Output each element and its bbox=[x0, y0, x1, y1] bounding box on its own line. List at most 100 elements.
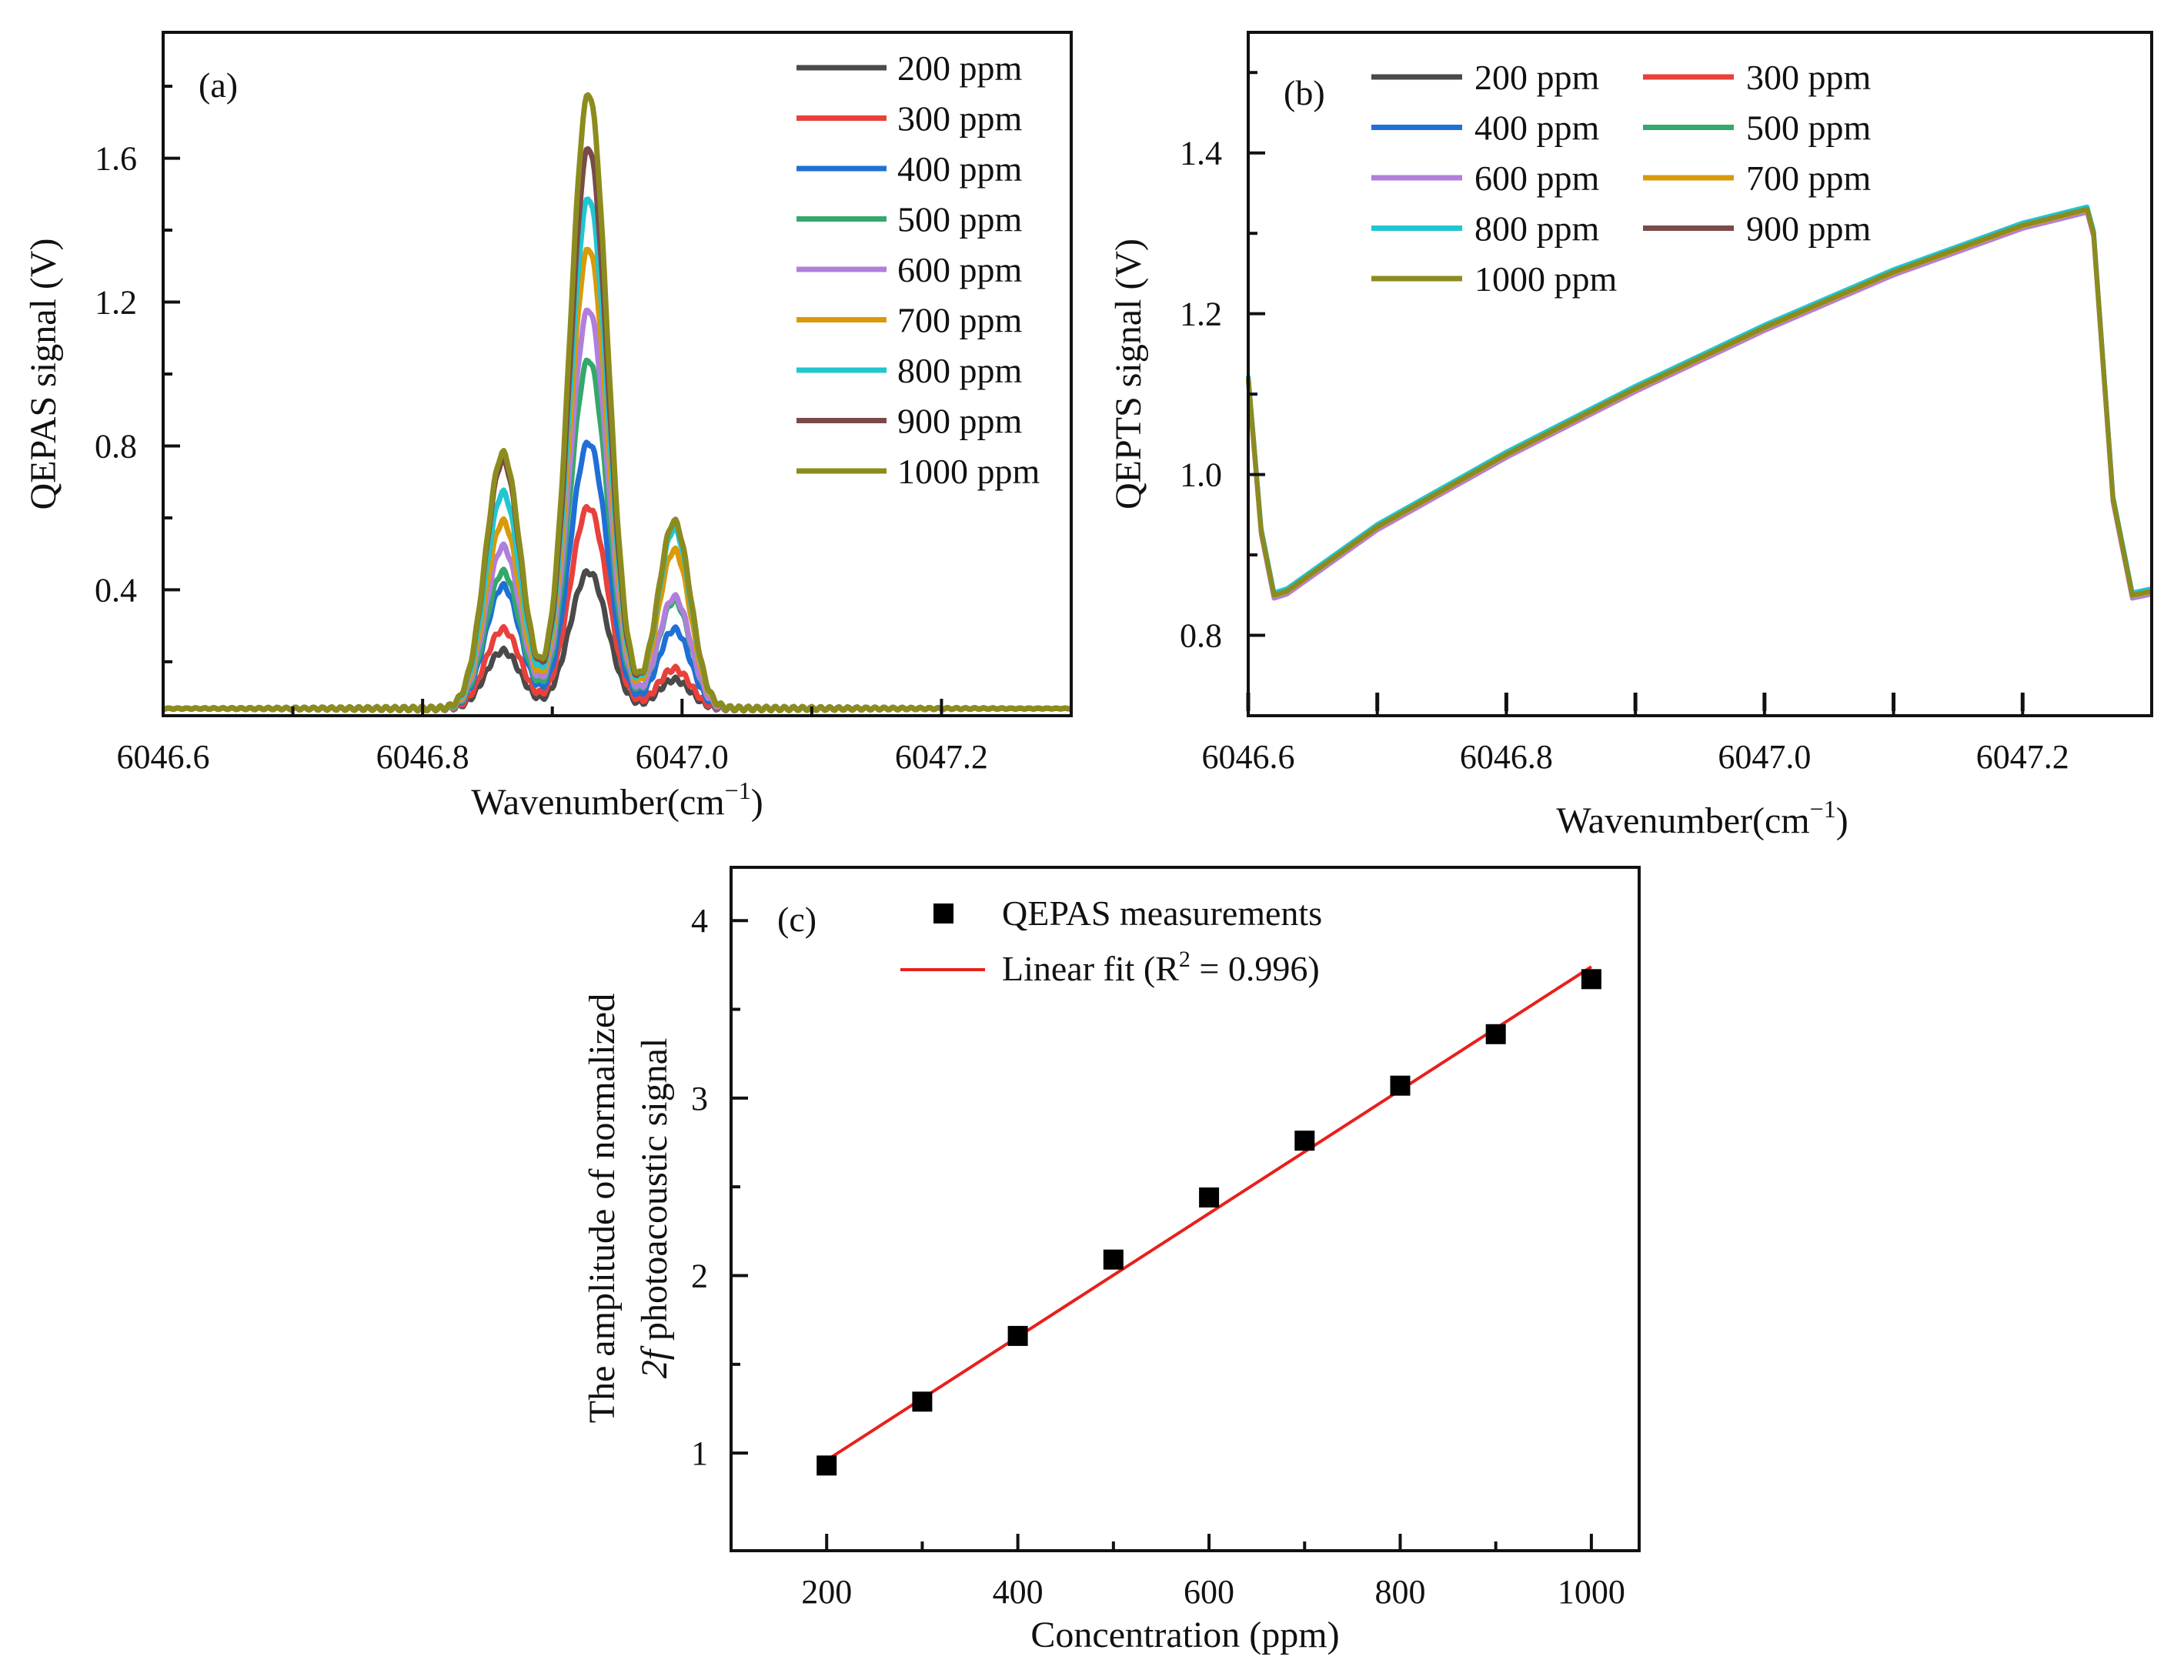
panel-c-tag: (c) bbox=[777, 900, 816, 939]
legend-label-1000-ppm: 1000 ppm bbox=[1474, 259, 1618, 299]
panel-b-legend: 200 ppm 300 ppm 400 ppm 500 ppm 600 ppm 700 p… bbox=[1371, 58, 1872, 299]
panel-a-legend: 200 ppm 300 ppm 400 ppm 500 ppm 600 ppm 700 p… bbox=[796, 48, 1040, 491]
measurement-point-700 bbox=[1294, 1131, 1315, 1151]
panel-b-x-axis-title-close: ) bbox=[1836, 800, 1848, 841]
panel-c-x-axis-title: Concentration (ppm) bbox=[1030, 1615, 1339, 1655]
panel-c-x-tick-label: 200 bbox=[801, 1573, 852, 1611]
panel-c-y-tick-label: 3 bbox=[691, 1080, 708, 1117]
panel-c-x-tick-label: 400 bbox=[993, 1573, 1044, 1611]
panel-a-ticks: 6046.6 6046.8 6047.0 6047.2 0.4 0.8 1.2 1.6 bbox=[95, 85, 1073, 776]
measurement-point-200 bbox=[816, 1455, 837, 1476]
panel-c-y-tick-label: 2 bbox=[691, 1257, 708, 1294]
panel-b-x-axis-title-main: Wavenumber(cm bbox=[1556, 800, 1809, 841]
legend-label-1000-ppm: 1000 ppm bbox=[897, 452, 1040, 491]
panel-c-y-tick-label: 4 bbox=[691, 902, 708, 940]
legend-label-800-ppm: 800 ppm bbox=[1474, 209, 1600, 249]
panel-b-tag: (b) bbox=[1284, 73, 1325, 112]
panel-b-x-tick-label: 6046.6 bbox=[1202, 738, 1295, 776]
legend-label-700-ppm: 700 ppm bbox=[897, 301, 1023, 340]
panel-c-y-axis-title-italic: 2f bbox=[634, 1345, 675, 1378]
legend-label-linear-fit-suffix: = 0.996) bbox=[1191, 949, 1320, 988]
panel-a-x-axis-title: Wavenumber(cm−1) bbox=[471, 777, 763, 823]
panel-a-series-group bbox=[162, 92, 1073, 714]
panel-c-calibration-chart: 200 400 600 800 1000 1 2 3 4 (c) The amplitude o… bbox=[582, 866, 1641, 1655]
panel-a-y-tick-label: 0.4 bbox=[95, 571, 137, 609]
legend-label-800-ppm: 800 ppm bbox=[897, 351, 1023, 390]
panel-b-y-tick-label: 0.8 bbox=[1180, 617, 1222, 655]
legend-marker-qepas-measurements bbox=[933, 903, 953, 923]
legend-label-500-ppm: 500 ppm bbox=[897, 200, 1023, 239]
panel-b-x-tick-label: 6047.0 bbox=[1718, 738, 1811, 776]
panel-c-x-tick-label: 800 bbox=[1374, 1573, 1425, 1611]
legend-label-linear-fit: Linear fit (R2 = 0.996) bbox=[1002, 947, 1320, 988]
legend-label-600-ppm: 600 ppm bbox=[897, 250, 1023, 289]
panel-b-x-axis-title-sup: −1 bbox=[1810, 795, 1836, 823]
panel-c-y-axis-title-line2: 2f photoacoustic signal bbox=[634, 1038, 675, 1379]
panel-b-qepts-chart: 6046.6 6046.8 6047.0 6047.2 0.8 1.0 1.2 1.4 (b)… bbox=[1108, 31, 2153, 841]
panel-a-x-tick-label: 6047.0 bbox=[636, 738, 729, 776]
series-line-200-ppm bbox=[1246, 206, 2152, 598]
legend-label-linear-fit-sup: 2 bbox=[1179, 947, 1191, 972]
measurement-point-500 bbox=[1103, 1249, 1124, 1270]
panel-b-ticks: 6046.6 6046.8 6047.0 6047.2 0.8 1.0 1.2 1.4 bbox=[1180, 71, 2069, 776]
panel-b-x-tick-label: 6047.2 bbox=[1976, 738, 2069, 776]
panel-c-ticks: 200 400 600 800 1000 1 2 3 4 bbox=[691, 902, 1625, 1611]
legend-label-500-ppm: 500 ppm bbox=[1746, 109, 1872, 148]
panel-a-x-axis-title-close: ) bbox=[751, 782, 763, 823]
panel-c-legend: QEPAS measurements Linear fit (R2 = 0.99… bbox=[900, 893, 1322, 988]
panel-a-x-tick-label: 6046.8 bbox=[376, 738, 469, 776]
panel-a-tag: (a) bbox=[199, 65, 238, 105]
measurement-point-1000 bbox=[1581, 969, 1601, 990]
legend-label-900-ppm: 900 ppm bbox=[897, 402, 1023, 441]
legend-label-300-ppm: 300 ppm bbox=[897, 99, 1023, 139]
series-line-1000-ppm bbox=[1246, 206, 2152, 598]
measurement-point-800 bbox=[1390, 1075, 1411, 1096]
panel-a-x-tick-label: 6046.6 bbox=[117, 738, 210, 776]
panel-a-y-tick-label: 1.2 bbox=[95, 284, 137, 322]
panel-a-y-tick-label: 1.6 bbox=[95, 140, 137, 178]
panel-a-qepas-chart: 6046.6 6046.8 6047.0 6047.2 0.4 0.8 1.2 1.6 (a)… bbox=[23, 31, 1073, 823]
legend-label-200-ppm: 200 ppm bbox=[897, 48, 1023, 88]
measurement-point-900 bbox=[1485, 1024, 1506, 1044]
legend-label-qepas-measurements: QEPAS measurements bbox=[1002, 893, 1322, 933]
legend-label-600-ppm: 600 ppm bbox=[1474, 159, 1600, 198]
panel-a-y-axis-title: QEPAS signal (V) bbox=[23, 239, 64, 510]
series-line-300-ppm bbox=[1246, 205, 2152, 597]
series-line-600-ppm bbox=[1246, 210, 2152, 601]
panel-c-x-tick-label: 600 bbox=[1184, 1573, 1234, 1611]
panel-c-x-tick-label: 1000 bbox=[1558, 1573, 1625, 1611]
panel-a-x-axis-title-sup: −1 bbox=[725, 777, 751, 804]
measurement-point-400 bbox=[1007, 1325, 1028, 1346]
panel-b-x-axis-title: Wavenumber(cm−1) bbox=[1556, 795, 1848, 841]
series-line-500-ppm bbox=[1246, 205, 2152, 597]
linear-fit-line bbox=[826, 965, 1592, 1462]
panel-c-y-axis-title-rest: photoacoustic signal bbox=[634, 1038, 675, 1350]
legend-label-linear-fit-prefix: Linear fit (R bbox=[1002, 949, 1179, 988]
legend-label-400-ppm: 400 ppm bbox=[897, 149, 1023, 189]
series-line-700-ppm bbox=[1246, 207, 2152, 599]
panel-b-x-tick-label: 6046.8 bbox=[1460, 738, 1553, 776]
legend-label-200-ppm: 200 ppm bbox=[1474, 58, 1600, 97]
panel-c-plot-frame bbox=[730, 866, 1641, 1552]
panel-b-y-axis-title: QEPTS signal (V) bbox=[1108, 239, 1149, 509]
panel-b-series-group bbox=[1246, 204, 2152, 601]
measurement-point-300 bbox=[912, 1391, 933, 1412]
panel-b-y-tick-label: 1.2 bbox=[1180, 296, 1222, 333]
legend-label-300-ppm: 300 ppm bbox=[1746, 58, 1872, 97]
series-line-1000-ppm bbox=[162, 92, 1073, 714]
legend-label-700-ppm: 700 ppm bbox=[1746, 159, 1872, 198]
panel-a-y-tick-label: 0.8 bbox=[95, 427, 137, 465]
panel-a-x-axis-title-main: Wavenumber(cm bbox=[471, 782, 724, 823]
series-line-800-ppm bbox=[1246, 204, 2152, 596]
series-line-900-ppm bbox=[1246, 206, 2152, 598]
panel-c-y-axis-title-line1: The amplitude of normalized bbox=[582, 994, 623, 1423]
panel-b-plot-frame bbox=[1247, 31, 2153, 717]
panel-b-y-tick-label: 1.4 bbox=[1180, 135, 1222, 172]
series-line-400-ppm bbox=[1246, 205, 2152, 596]
panel-b-y-tick-label: 1.0 bbox=[1180, 456, 1222, 494]
panel-c-series-group bbox=[816, 965, 1601, 1476]
legend-label-900-ppm: 900 ppm bbox=[1746, 209, 1872, 249]
legend-label-400-ppm: 400 ppm bbox=[1474, 109, 1600, 148]
measurement-point-600 bbox=[1199, 1187, 1220, 1207]
